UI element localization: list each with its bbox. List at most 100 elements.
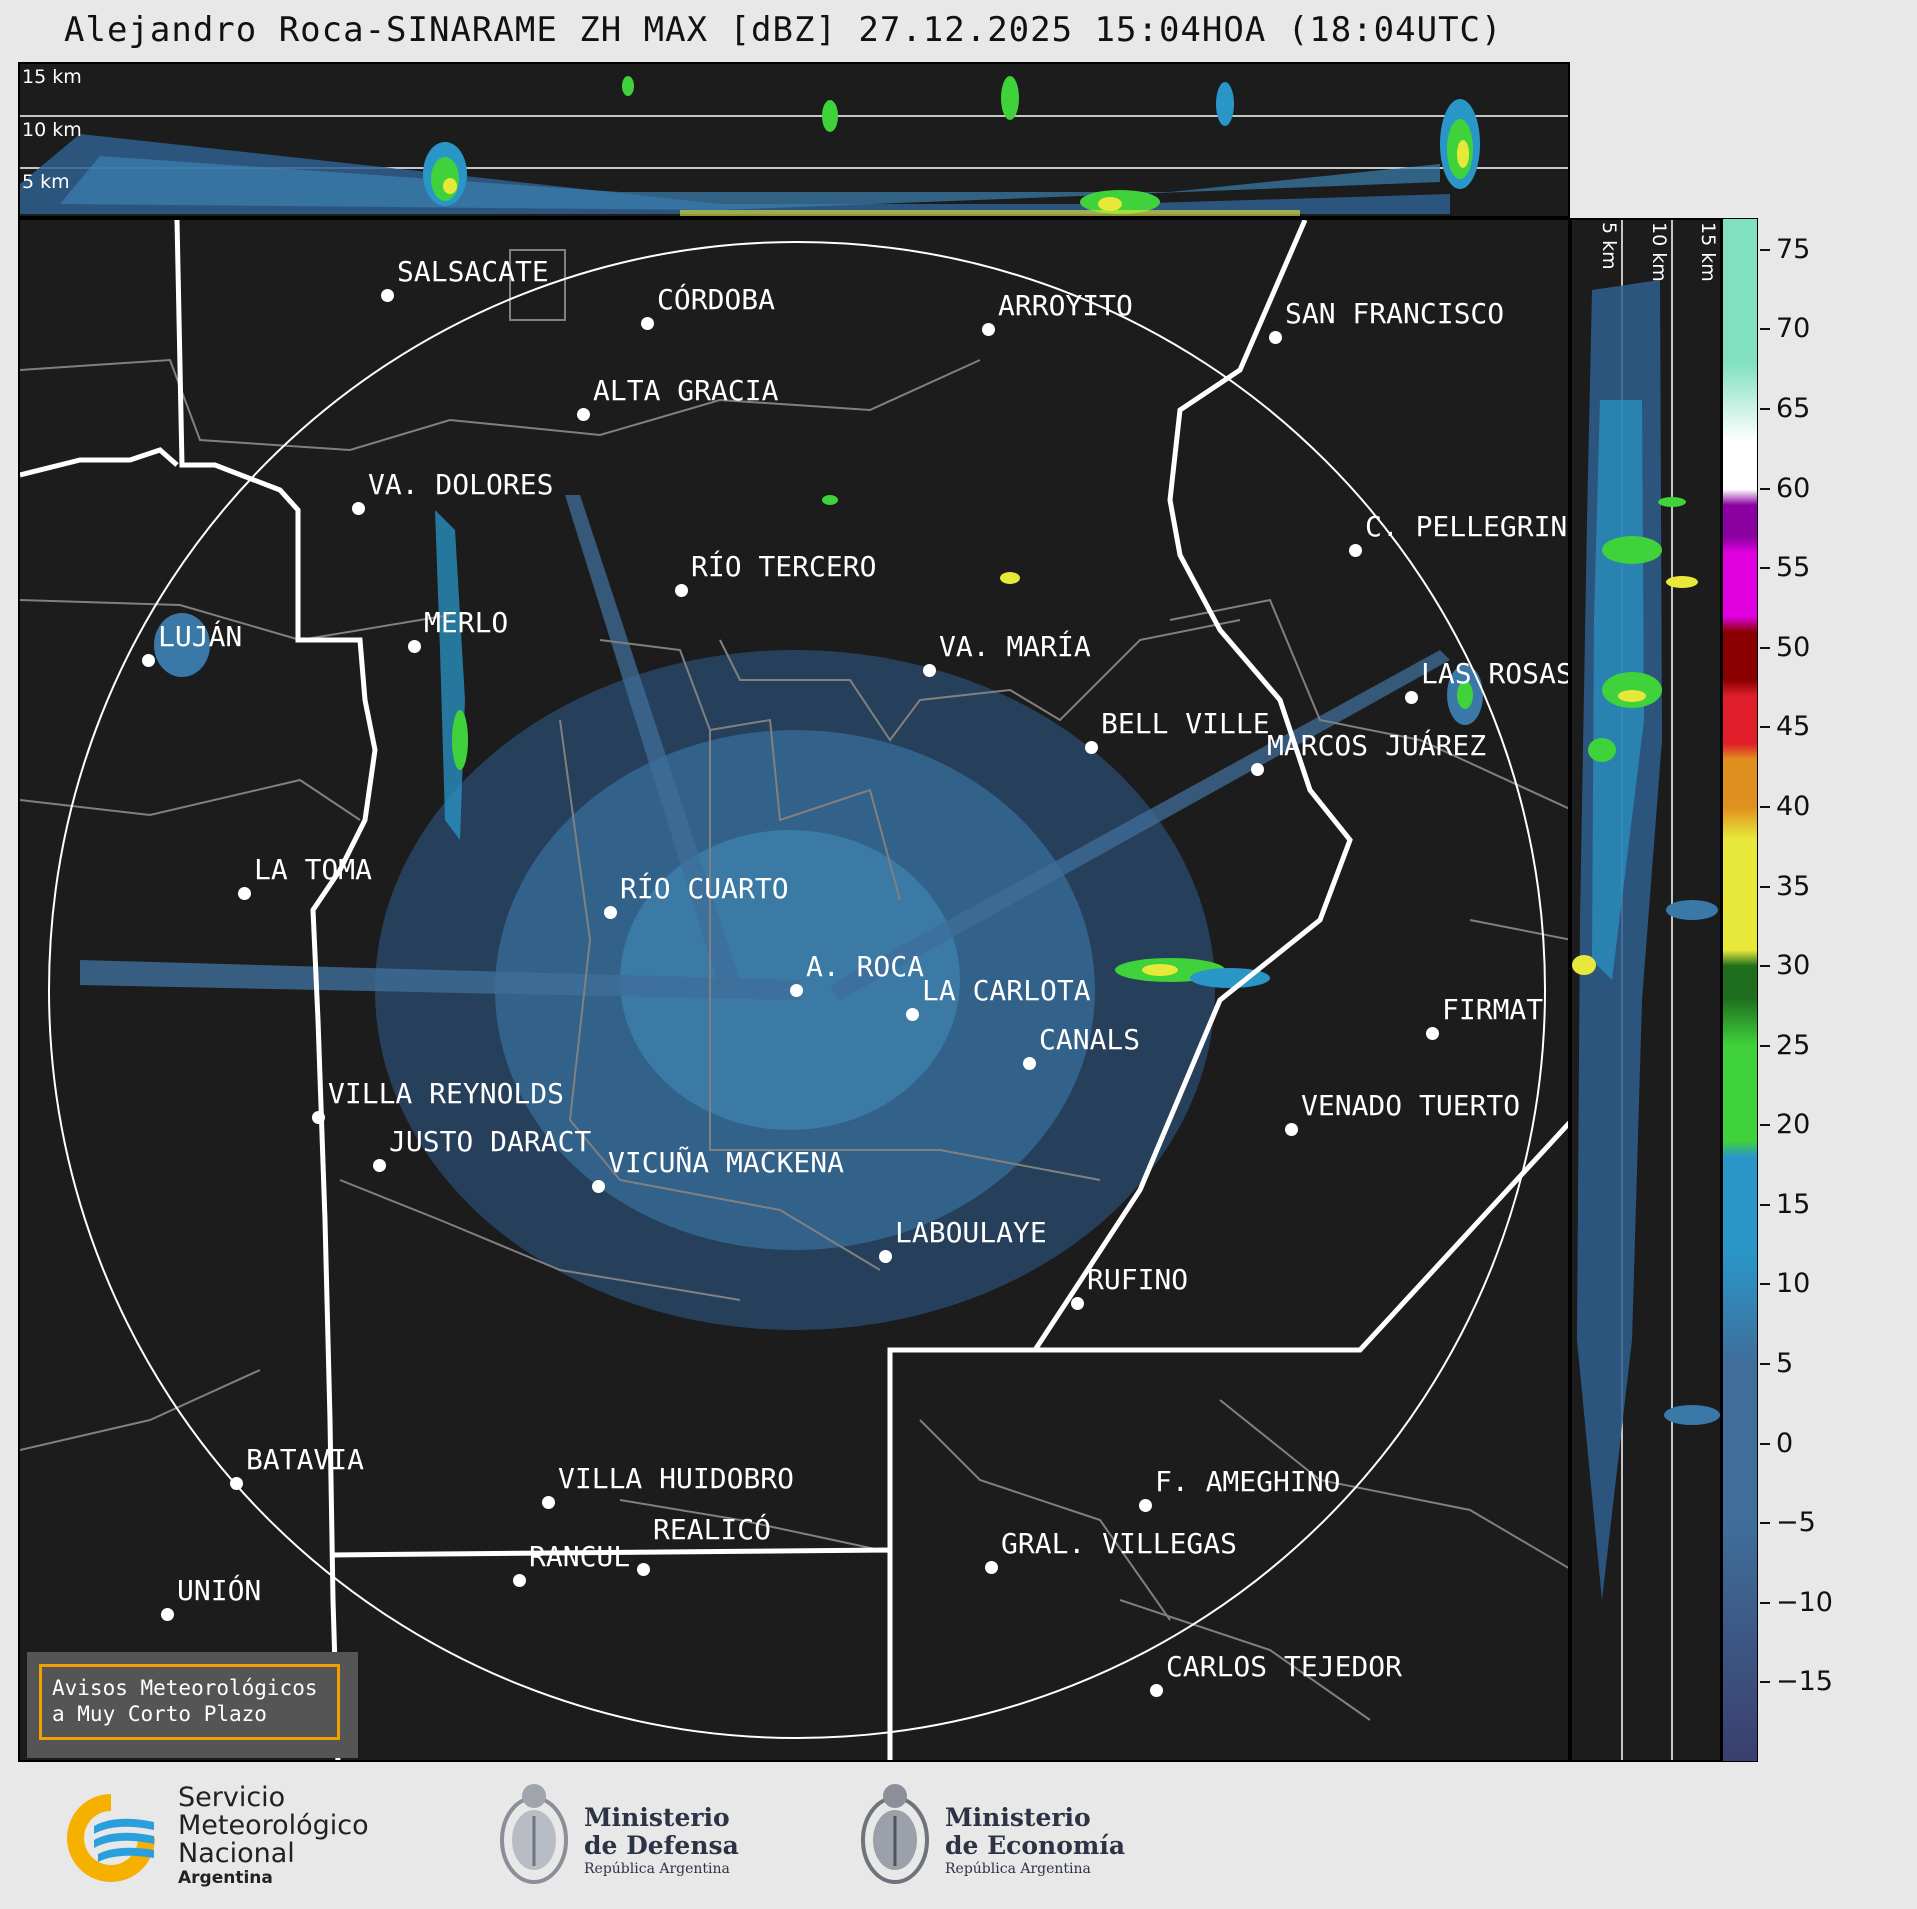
city-dot bbox=[577, 408, 590, 421]
city-label: VILLA REYNOLDS bbox=[328, 1077, 565, 1110]
city-label: CARLOS TEJEDOR bbox=[1166, 1650, 1403, 1683]
city-label: MERLO bbox=[424, 606, 509, 639]
city-label: VILLA HUIDOBRO bbox=[558, 1462, 795, 1495]
city-dot bbox=[161, 1608, 174, 1621]
smn-line-2: Meteorológico bbox=[178, 1810, 369, 1841]
side-km-label-10: 10 km bbox=[1648, 222, 1670, 282]
city-dot bbox=[1285, 1123, 1298, 1136]
colorbar-tick-label: 40 bbox=[1776, 790, 1811, 822]
city-dot bbox=[1071, 1297, 1084, 1310]
city-dot bbox=[513, 1574, 526, 1587]
city-label: LUJÁN bbox=[158, 620, 243, 653]
city-dot bbox=[1251, 763, 1264, 776]
city-dot bbox=[408, 640, 421, 653]
city-label: A. ROCA bbox=[806, 950, 925, 983]
colorbar-tick bbox=[1760, 1681, 1770, 1684]
city-dot bbox=[641, 317, 654, 330]
colorbar-tick-label: −5 bbox=[1776, 1507, 1816, 1539]
city-label: ARROYITO bbox=[998, 289, 1133, 322]
city-label: RÍO CUARTO bbox=[620, 872, 789, 905]
city-dot bbox=[1426, 1027, 1439, 1040]
city-label: REALICÓ bbox=[653, 1513, 772, 1546]
city-label: LABOULAYE bbox=[895, 1216, 1047, 1249]
smn-logo-text: Servicio Meteorológico Nacional Argentin… bbox=[178, 1784, 369, 1889]
city-label: RUFINO bbox=[1087, 1263, 1189, 1296]
city-label: FIRMAT bbox=[1442, 993, 1544, 1026]
city-label: VICUÑA MACKENA bbox=[608, 1146, 845, 1179]
city-label: BELL VILLE bbox=[1101, 707, 1270, 740]
city-label: VA. MARÍA bbox=[939, 630, 1091, 663]
colorbar-tick bbox=[1760, 1283, 1770, 1286]
city-dot bbox=[142, 654, 155, 667]
colorbar-tick bbox=[1760, 646, 1770, 649]
economia-line-3: República Argentina bbox=[945, 1861, 1091, 1877]
colorbar-tick-label: 25 bbox=[1776, 1029, 1811, 1061]
city-dot bbox=[1150, 1684, 1163, 1697]
colorbar-tick-label: 55 bbox=[1776, 552, 1811, 584]
top-cross-section-plot bbox=[20, 76, 1568, 216]
city-label: SALSACATE bbox=[397, 255, 549, 288]
argentina-seal-icon bbox=[500, 1784, 568, 1884]
colorbar-tick bbox=[1760, 487, 1770, 490]
city-label: SAN FRANCISCO bbox=[1285, 297, 1505, 330]
colorbar-tick bbox=[1760, 248, 1770, 251]
city-label: LA TOMA bbox=[254, 853, 373, 886]
economia-line-1: Ministerio bbox=[945, 1803, 1091, 1832]
city-label: CANALS bbox=[1039, 1023, 1141, 1056]
colorbar-tick-label: 45 bbox=[1776, 711, 1811, 743]
aviso-box: Avisos Meteorológicos a Muy Corto Plazo bbox=[27, 1652, 358, 1758]
colorbar-tick bbox=[1760, 328, 1770, 331]
chart-title: Alejandro Roca-SINARAME ZH MAX [dBZ] 27.… bbox=[64, 10, 1503, 50]
side-km-label-5: 5 km bbox=[1598, 222, 1620, 270]
colorbar-tick bbox=[1760, 965, 1770, 968]
colorbar-tick-label: 35 bbox=[1776, 870, 1811, 902]
city-dot bbox=[373, 1159, 386, 1172]
city-dot bbox=[675, 584, 688, 597]
city-label: CÓRDOBA bbox=[657, 283, 776, 316]
colorbar-tick bbox=[1760, 1522, 1770, 1525]
city-dot bbox=[542, 1496, 555, 1509]
colorbar-tick-label: −15 bbox=[1776, 1666, 1833, 1698]
top-km-label-10: 10 km bbox=[22, 119, 82, 141]
colorbar-tick-label: 60 bbox=[1776, 472, 1811, 504]
colorbar-tick-label: 10 bbox=[1776, 1268, 1811, 1300]
city-label: GRAL. VILLEGAS bbox=[1001, 1527, 1238, 1560]
aviso-line-2: a Muy Corto Plazo bbox=[52, 1702, 267, 1726]
smn-line-4: Argentina bbox=[178, 1868, 273, 1888]
city-dot bbox=[1349, 544, 1362, 557]
colorbar-tick bbox=[1760, 1363, 1770, 1366]
city-label: C. PELLEGRINI bbox=[1365, 510, 1570, 543]
city-dot bbox=[1139, 1499, 1152, 1512]
colorbar-tick-label: 15 bbox=[1776, 1188, 1811, 1220]
side-km-label-15: 15 km bbox=[1697, 222, 1719, 282]
defensa-logo-text: Ministerio de Defensa República Argentin… bbox=[584, 1804, 739, 1878]
city-dot bbox=[982, 323, 995, 336]
city-dot bbox=[985, 1561, 998, 1574]
colorbar-tick-label: 5 bbox=[1776, 1348, 1794, 1380]
colorbar-tick bbox=[1760, 1601, 1770, 1604]
radar-map-panel: SALSACATE CÓRDOBA ARROYITO SAN FRANCISCO… bbox=[18, 218, 1570, 1762]
colorbar-tick bbox=[1760, 726, 1770, 729]
defensa-line-1: Ministerio bbox=[584, 1803, 730, 1832]
city-dot bbox=[604, 906, 617, 919]
colorbar-tick bbox=[1760, 805, 1770, 808]
city-dot bbox=[381, 289, 394, 302]
city-label: UNIÓN bbox=[177, 1574, 262, 1607]
city-label: VENADO TUERTO bbox=[1301, 1089, 1521, 1122]
top-km-label-5: 5 km bbox=[22, 171, 70, 193]
colorbar-tick bbox=[1760, 1442, 1770, 1445]
city-label: VA. DOLORES bbox=[368, 468, 554, 501]
province-boundaries bbox=[20, 220, 1568, 1760]
city-dot bbox=[879, 1250, 892, 1263]
city-dot bbox=[790, 984, 803, 997]
aviso-line-1: Avisos Meteorológicos bbox=[52, 1676, 318, 1700]
city-dot bbox=[592, 1180, 605, 1193]
city-dot bbox=[637, 1563, 650, 1576]
city-dot bbox=[1023, 1057, 1036, 1070]
colorbar-tick bbox=[1760, 1124, 1770, 1127]
city-dot bbox=[1085, 741, 1098, 754]
colorbar-tick bbox=[1760, 408, 1770, 410]
side-cross-section-plot bbox=[1572, 220, 1720, 1760]
economia-logo-text: Ministerio de Economía República Argenti… bbox=[945, 1804, 1125, 1878]
aviso-frame: Avisos Meteorológicos a Muy Corto Plazo bbox=[39, 1664, 340, 1740]
